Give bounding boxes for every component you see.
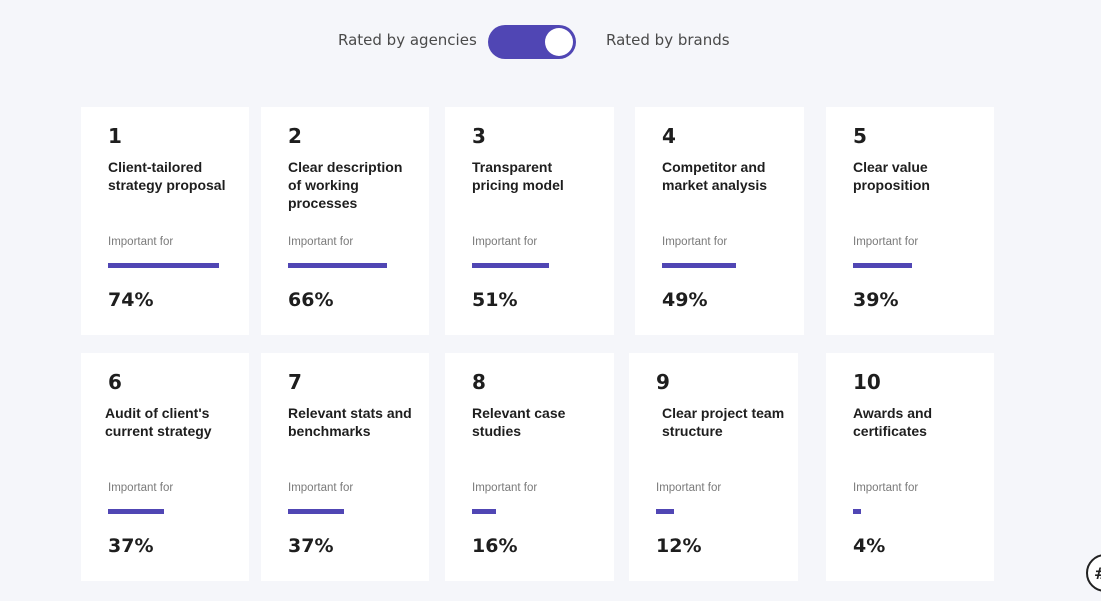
important-for-label: Important for — [656, 482, 722, 494]
important-for-label: Important for — [288, 236, 354, 248]
rating-source-switch[interactable] — [488, 25, 576, 59]
card-rank: 2 — [288, 124, 302, 148]
card-percentage: 37% — [288, 535, 334, 557]
importance-bar — [472, 263, 622, 268]
importance-bar-fill — [108, 263, 219, 268]
card-percentage: 16% — [472, 535, 518, 557]
card-rank: 5 — [853, 124, 867, 148]
card-percentage: 37% — [108, 535, 154, 557]
ranking-card: 1 Client-tailored strategy proposal Import… — [81, 107, 249, 335]
importance-bar-fill — [288, 509, 344, 514]
card-rank: 10 — [853, 370, 881, 394]
ranking-card: 10 Awards and certificates Important for 4% — [826, 353, 994, 581]
card-title: Relevant case studies — [472, 405, 566, 439]
importance-bar-fill — [472, 263, 549, 268]
important-for-label: Important for — [108, 236, 174, 248]
important-for-label: Important for — [853, 482, 919, 494]
ranking-card: 9 Clear project team structure Important f… — [629, 353, 798, 581]
ranking-card: 5 Clear value proposition Important for 39% — [826, 107, 994, 335]
card-title: Audit of client's current strategy — [105, 405, 212, 439]
card-percentage: 51% — [472, 289, 518, 311]
card-title: Clear value proposition — [853, 159, 930, 193]
importance-bar — [108, 263, 258, 268]
card-rank: 4 — [662, 124, 676, 148]
ranking-card: 2 Clear description of working processes I… — [261, 107, 429, 335]
importance-bar-fill — [108, 509, 164, 514]
importance-bar — [853, 263, 1003, 268]
card-percentage: 74% — [108, 289, 154, 311]
toggle-label-agencies[interactable]: Rated by agencies — [338, 31, 477, 49]
important-for-label: Important for — [853, 236, 919, 248]
card-rank: 6 — [108, 370, 122, 394]
important-for-label: Important for — [472, 482, 538, 494]
card-percentage: 12% — [656, 535, 702, 557]
important-for-label: Important for — [472, 236, 538, 248]
card-percentage: 39% — [853, 289, 899, 311]
ranking-card: 3 Transparent pricing model Important for 5… — [445, 107, 614, 335]
card-percentage: 66% — [288, 289, 334, 311]
importance-bar-fill — [656, 509, 674, 514]
card-title: Client-tailored strategy proposal — [108, 159, 226, 193]
card-title: Awards and certificates — [853, 405, 933, 439]
importance-bar — [288, 509, 438, 514]
card-title: Transparent pricing model — [472, 159, 564, 193]
importance-bar-fill — [853, 509, 861, 514]
card-rank: 7 — [288, 370, 302, 394]
card-title: Clear description of working processes — [288, 159, 403, 211]
importance-bar-fill — [472, 509, 496, 514]
card-rank: 1 — [108, 124, 122, 148]
rating-toggle-row: Rated by agencies Rated by brands — [0, 24, 1101, 59]
importance-bar — [656, 509, 806, 514]
ranking-card: 6 Audit of client's current strategy Impor… — [81, 353, 249, 581]
importance-bar — [662, 263, 812, 268]
importance-bar — [288, 263, 438, 268]
toggle-label-brands[interactable]: Rated by brands — [606, 31, 730, 49]
card-title: Competitor and market analysis — [662, 159, 768, 193]
switch-knob[interactable] — [545, 28, 573, 56]
ranking-card: 7 Relevant stats and benchmarks Important … — [261, 353, 429, 581]
important-for-label: Important for — [108, 482, 174, 494]
card-title: Clear project team structure — [662, 405, 785, 439]
importance-bar — [108, 509, 258, 514]
importance-bar — [472, 509, 622, 514]
card-rank: 3 — [472, 124, 486, 148]
importance-bar-fill — [853, 263, 912, 268]
card-percentage: 49% — [662, 289, 708, 311]
ranking-card: 8 Relevant case studies Important for 16% — [445, 353, 614, 581]
importance-bar-fill — [662, 263, 736, 268]
ranking-card: 4 Competitor and market analysis Important… — [635, 107, 804, 335]
important-for-label: Important for — [662, 236, 728, 248]
card-rank: 8 — [472, 370, 486, 394]
card-percentage: 4% — [853, 535, 886, 557]
important-for-label: Important for — [288, 482, 354, 494]
importance-bar-fill — [288, 263, 387, 268]
hash-icon[interactable]: # — [1086, 554, 1101, 592]
card-title: Relevant stats and benchmarks — [288, 405, 412, 439]
card-rank: 9 — [656, 370, 670, 394]
importance-bar — [853, 509, 1003, 514]
